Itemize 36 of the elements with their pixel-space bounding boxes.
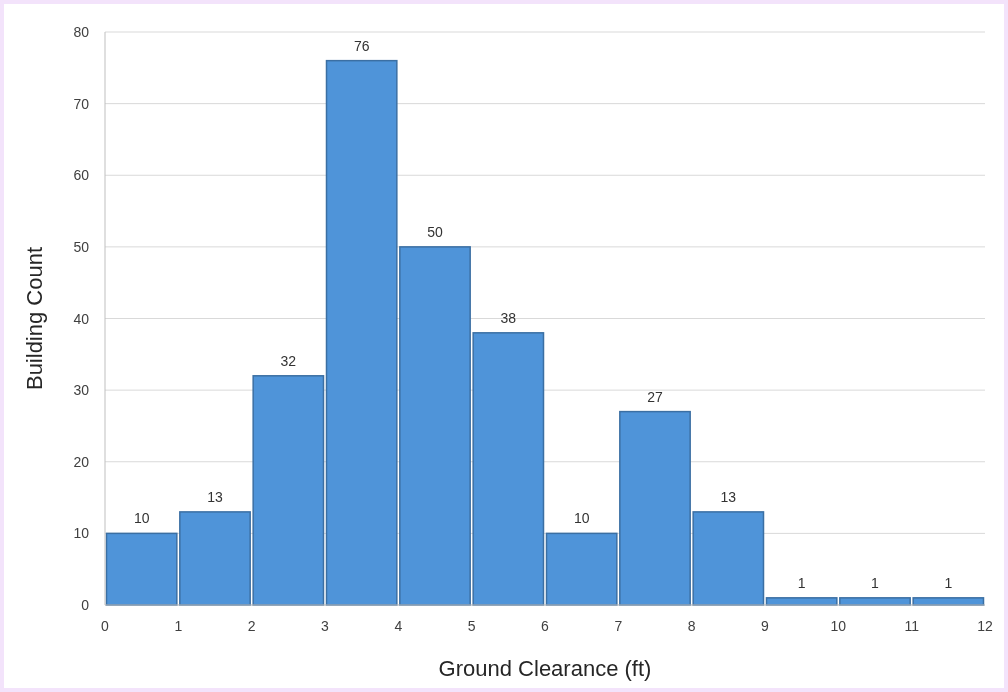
- x-tick-label: 4: [394, 618, 403, 634]
- data-label: 76: [353, 37, 370, 54]
- x-tick-label: 6: [541, 618, 550, 634]
- y-tick-label: 10: [73, 525, 90, 542]
- y-tick-label: 0: [81, 597, 90, 613]
- data-label: 50: [427, 223, 443, 240]
- x-tick-label: 0: [101, 618, 110, 634]
- x-tick-label: 1: [174, 618, 183, 634]
- data-label: 32: [280, 352, 297, 369]
- y-tick-label: 70: [73, 95, 90, 112]
- x-tick-label: 8: [687, 618, 696, 634]
- x-tick-label: 2: [247, 618, 256, 634]
- x-tick-label: 5: [467, 618, 476, 634]
- data-label: 1: [797, 574, 806, 591]
- y-axis-title: Building Count: [22, 246, 47, 391]
- data-label: 1: [944, 574, 953, 591]
- y-tick-label: 30: [73, 382, 90, 399]
- data-label: 10: [133, 510, 150, 527]
- data-label: 27: [647, 388, 663, 405]
- x-axis-title: Ground Clearance (ft): [438, 656, 652, 681]
- y-tick-label: 80: [73, 24, 90, 40]
- y-tick-label: 50: [73, 238, 90, 255]
- x-tick-label: 12: [977, 618, 993, 634]
- data-label: 38: [500, 309, 517, 326]
- x-tick-label: 3: [321, 618, 330, 634]
- data-label: 10: [573, 510, 590, 527]
- x-tick-label: 11: [904, 618, 920, 634]
- y-tick-label: 40: [73, 310, 90, 327]
- y-tick-label: 60: [73, 167, 90, 184]
- data-label: 1: [871, 574, 880, 591]
- x-tick-label: 9: [761, 618, 770, 634]
- y-tick-label: 20: [73, 453, 90, 470]
- x-tick-label: 7: [614, 618, 623, 634]
- x-tick-label: 10: [830, 618, 847, 634]
- data-label: 13: [207, 488, 223, 505]
- data-label: 13: [720, 488, 737, 505]
